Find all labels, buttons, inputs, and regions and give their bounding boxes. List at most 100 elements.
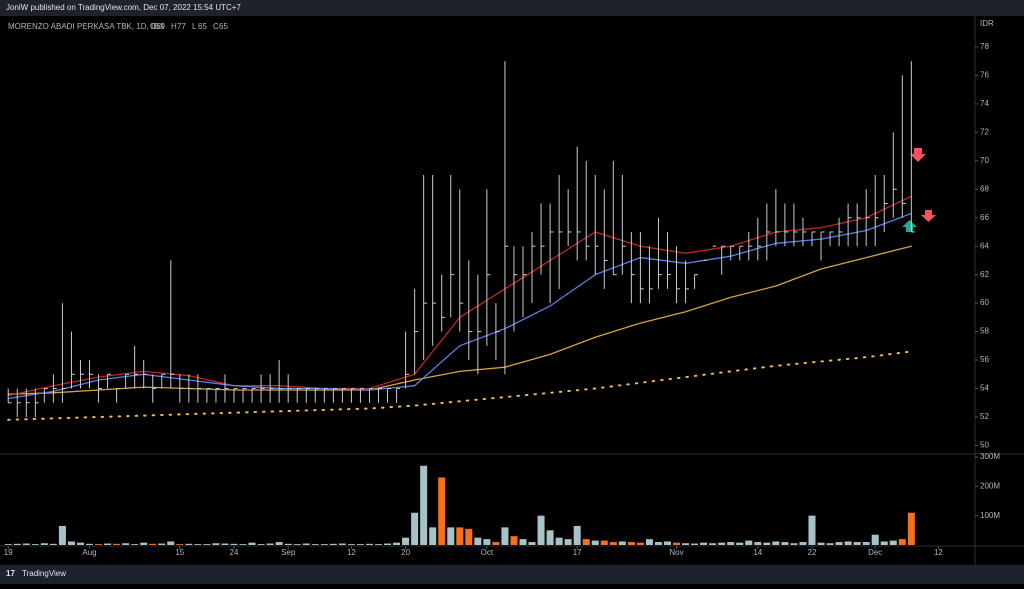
volume-bar [167,541,175,545]
sell-arrow [910,148,926,162]
logo: 17 [6,569,15,578]
volume-bar [149,543,157,545]
y-tick-label: 56 [980,355,989,364]
moving-average [7,245,912,395]
volume-bar [122,543,130,545]
volume-bar [402,537,410,545]
header-text: JoniW published on TradingView.com, Dec … [6,3,241,12]
y-tick-label: 72 [980,127,989,136]
sell-arrow [921,210,936,222]
y-tick-label: 76 [980,71,989,80]
volume-bar [898,539,906,545]
volume-bar [682,543,690,545]
ohlc-label: C [213,22,219,31]
x-tick-label: 12 [934,548,943,557]
volume-bar [284,543,292,545]
volume-bar [844,541,852,545]
volume-bar [835,542,843,545]
ohlc-label: H [171,22,177,31]
y-tick-label: 64 [980,241,989,250]
volume-bar [113,543,121,545]
volume-bar [58,525,66,545]
volume-bar [194,544,202,545]
volume-bar [772,541,780,545]
moving-average [7,350,913,421]
y-tick-label: 62 [980,270,989,279]
x-tick-label: 12 [347,548,356,557]
volume-bar [158,543,166,545]
volume-bar [248,542,256,545]
footer-bar [0,565,1024,584]
chart-area [0,16,1024,565]
volume-bar [131,544,139,545]
volume-bar [474,537,482,545]
volume-bar [438,477,446,545]
volume-bar [654,542,662,545]
x-tick-label: 17 [573,548,582,557]
x-tick-label: 14 [753,548,762,557]
y-tick-label: 54 [980,384,989,393]
volume-bar [456,527,464,545]
ohlc-value: 65 [198,22,207,31]
volume-bar [95,544,103,545]
y-tick-label: 58 [980,327,989,336]
x-tick-label: Oct [481,548,494,557]
volume-bar [365,543,373,545]
volume-bar [799,542,807,545]
volume-bar [140,542,148,545]
volume-bar [600,540,608,545]
volume-bar [790,543,798,545]
volume-bar [853,542,861,545]
volume-bar [347,544,355,545]
ohlc-value: 77 [177,22,186,31]
x-tick-label: 15 [175,548,184,557]
volume-bar [582,539,590,545]
moving-average [7,212,912,400]
y-tick-label: 74 [980,99,989,108]
volume-bar [618,541,626,545]
y-tick-label: 66 [980,213,989,222]
volume-bar [76,542,84,545]
volume-bar [745,540,753,545]
volume-bar [645,539,653,545]
volume-bar [356,544,364,545]
volume-bar [781,542,789,545]
y-tick-label: 52 [980,412,989,421]
ohlc-legend: O 69 H 77 L 65 C 65 [150,22,228,31]
volume-bar [501,527,509,545]
volume-bar [275,542,283,545]
volume-bar [510,536,518,545]
volume-bar [889,540,897,545]
volume-bar [429,527,437,545]
v-tick-label: 200M [980,481,1000,490]
volume-bar [907,512,915,545]
volume-bar [691,543,699,545]
x-tick-label: 24 [230,548,239,557]
y-tick-label: 50 [980,441,989,450]
volume-bar [293,544,301,545]
y-tick-label: 68 [980,184,989,193]
y-tick-label: 60 [980,298,989,307]
volume-bar [537,515,545,545]
volume-bar [609,542,617,545]
volume-bar [880,541,888,545]
volume-bar [555,537,563,545]
volume-bar [86,543,94,545]
volume-bar [31,544,39,545]
volume-bar [663,541,671,545]
volume-bar [528,542,536,545]
volume-bar [862,542,870,545]
x-tick-label: 20 [401,548,410,557]
v-tick-label: 100M [980,511,1000,520]
volume-bar [636,542,644,545]
v-tick-label: 300M [980,452,1000,461]
x-tick-label: 19 [4,548,13,557]
volume-bar [230,543,238,545]
volume-bar [393,542,401,545]
volume-bar [465,528,473,545]
volume-bar [826,543,834,545]
ohlc-value: 69 [156,22,165,31]
volume-bar [573,525,581,545]
volume-bar [239,544,247,545]
volume-bar [808,515,816,545]
